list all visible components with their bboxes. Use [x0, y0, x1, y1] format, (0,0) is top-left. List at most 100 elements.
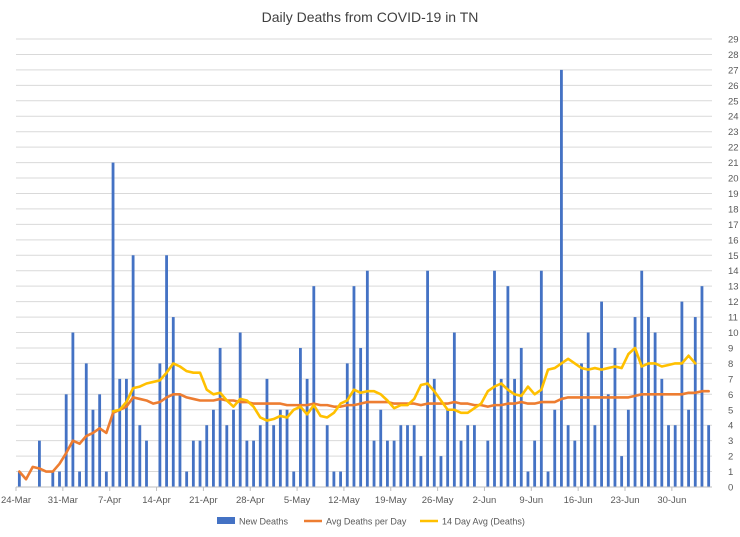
new-deaths-bar: [580, 363, 583, 487]
legend-14-day-avg: 14 Day Avg (Deaths): [420, 517, 525, 527]
new-deaths-bar: [687, 409, 690, 487]
new-deaths-bar: [171, 317, 175, 487]
legend-new-deaths: New Deaths: [217, 517, 289, 527]
new-deaths-bar: [653, 332, 657, 487]
legend-label: New Deaths: [239, 517, 289, 527]
new-deaths-bar: [325, 425, 329, 487]
new-deaths-bar: [252, 440, 255, 487]
new-deaths-bar: [98, 394, 102, 487]
y-tick-label: 5: [728, 405, 733, 416]
new-deaths-bar: [466, 425, 470, 487]
y-tick-label: 11: [728, 313, 738, 324]
new-deaths-bar: [51, 471, 55, 487]
new-deaths-bar: [158, 363, 162, 487]
new-deaths-bar: [339, 471, 342, 487]
new-deaths-bar: [593, 425, 597, 487]
x-tick-label: 7-Apr: [98, 495, 121, 506]
new-deaths-bar: [64, 394, 68, 487]
y-tick-label: 21: [728, 158, 739, 169]
new-deaths-bar: [693, 317, 697, 487]
x-tick-label: 30-Jun: [657, 495, 686, 506]
x-tick-label: 2-Jun: [473, 495, 497, 506]
new-deaths-bar: [232, 409, 235, 487]
x-tick-label: 5-May: [284, 495, 311, 506]
new-deaths-bar: [258, 425, 262, 487]
new-deaths-bar: [586, 332, 590, 487]
new-deaths-bar: [359, 347, 363, 487]
new-deaths-bar: [439, 456, 443, 487]
new-deaths-bar: [71, 332, 75, 487]
new-deaths-bar: [17, 471, 21, 487]
new-deaths-bar: [419, 456, 423, 487]
x-tick-label: 12-May: [328, 495, 360, 506]
new-deaths-bar: [278, 409, 282, 487]
y-tick-label: 3: [728, 436, 733, 447]
new-deaths-bar: [265, 378, 269, 487]
new-deaths-bar: [38, 440, 41, 487]
y-tick-label: 4: [728, 421, 733, 432]
new-deaths-bar: [432, 378, 436, 487]
new-deaths-bar: [352, 286, 356, 487]
new-deaths-bar: [566, 425, 570, 487]
new-deaths-bar: [406, 425, 409, 487]
new-deaths-bar: [379, 409, 383, 487]
legend-label: 14 Day Avg (Deaths): [442, 517, 525, 527]
new-deaths-bar: [613, 347, 617, 487]
new-deaths-bars: [17, 69, 711, 488]
new-deaths-bar: [647, 317, 650, 487]
legend-swatch-bar: [217, 517, 235, 524]
new-deaths-bar: [626, 409, 630, 487]
new-deaths-bar: [526, 471, 530, 487]
y-tick-label: 28: [728, 50, 739, 61]
new-deaths-bar: [392, 440, 396, 487]
new-deaths-bar: [560, 69, 563, 488]
new-deaths-bar: [299, 347, 302, 487]
new-deaths-bar: [372, 440, 376, 487]
new-deaths-bar: [519, 347, 523, 487]
new-deaths-bar: [238, 332, 242, 487]
new-deaths-bar: [91, 409, 95, 487]
new-deaths-bar: [198, 440, 202, 487]
new-deaths-bar: [667, 425, 670, 487]
y-tick-label: 13: [728, 282, 739, 293]
y-tick-label: 19: [728, 189, 739, 200]
new-deaths-bar: [58, 471, 61, 487]
y-tick-label: 6: [728, 390, 733, 401]
new-deaths-bar: [513, 378, 516, 487]
new-deaths-bar: [539, 270, 543, 487]
new-deaths-bar: [633, 317, 637, 487]
new-deaths-bar: [312, 286, 316, 487]
new-deaths-bar: [272, 425, 276, 487]
new-deaths-bar: [178, 394, 182, 487]
new-deaths-bar: [573, 440, 577, 487]
new-deaths-bar: [225, 425, 229, 487]
chart-title: Daily Deaths from COVID-19 in TN: [261, 9, 479, 25]
y-tick-label: 22: [728, 143, 739, 154]
y-tick-label: 24: [728, 112, 739, 123]
y-tick-label: 17: [728, 220, 739, 231]
new-deaths-bar: [191, 440, 195, 487]
x-tick-label: 16-Jun: [564, 495, 593, 506]
x-tick-label: 23-Jun: [610, 495, 639, 506]
new-deaths-bar: [459, 440, 463, 487]
y-tick-label: 20: [728, 174, 739, 185]
new-deaths-bar: [78, 471, 81, 487]
new-deaths-bar: [386, 440, 389, 487]
y-tick-label: 12: [728, 297, 739, 308]
y-tick-label: 10: [728, 328, 739, 339]
y-tick-label: 18: [728, 204, 739, 215]
new-deaths-bar: [640, 270, 644, 487]
new-deaths-bar: [533, 440, 537, 487]
x-tick-label: 21-Apr: [189, 495, 218, 506]
new-deaths-bar: [546, 471, 550, 487]
y-tick-label: 7: [728, 374, 733, 385]
new-deaths-bar: [486, 440, 490, 487]
new-deaths-bar: [131, 255, 135, 487]
new-deaths-bar: [332, 471, 336, 487]
y-tick-label: 16: [728, 235, 739, 246]
new-deaths-bar: [292, 471, 296, 487]
new-deaths-bar: [205, 425, 209, 487]
new-deaths-bar: [620, 456, 624, 487]
